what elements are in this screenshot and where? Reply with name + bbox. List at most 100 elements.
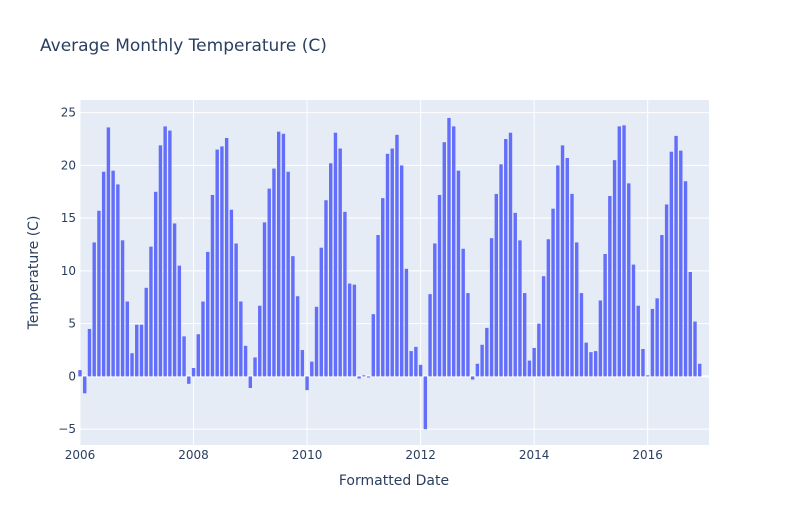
bar bbox=[258, 305, 262, 377]
bar bbox=[248, 376, 253, 389]
bar bbox=[130, 353, 134, 377]
bar bbox=[537, 323, 541, 377]
bar bbox=[338, 148, 342, 377]
bar bbox=[660, 235, 664, 377]
bar bbox=[168, 130, 172, 377]
bar bbox=[357, 376, 361, 379]
bar bbox=[674, 135, 678, 377]
bar bbox=[272, 168, 276, 377]
x-tick-label: 2012 bbox=[405, 448, 436, 462]
bar bbox=[470, 376, 475, 380]
bar bbox=[135, 324, 139, 377]
bar bbox=[206, 251, 210, 377]
bar bbox=[442, 142, 446, 377]
bar bbox=[522, 293, 527, 377]
bar bbox=[111, 170, 115, 377]
bar bbox=[210, 194, 215, 377]
bar-series bbox=[78, 117, 702, 430]
bar bbox=[395, 134, 399, 377]
bar bbox=[329, 163, 333, 377]
bar bbox=[253, 357, 257, 377]
bar bbox=[243, 345, 248, 377]
bar bbox=[149, 246, 153, 377]
bar bbox=[125, 301, 130, 377]
x-tick-label: 2008 bbox=[178, 448, 209, 462]
bar bbox=[333, 132, 338, 377]
bar bbox=[399, 165, 404, 377]
bar bbox=[347, 283, 352, 377]
chart-title: Average Monthly Temperature (C) bbox=[40, 36, 327, 56]
bar bbox=[608, 196, 612, 377]
bar bbox=[669, 151, 674, 377]
x-tick-label: 2014 bbox=[519, 448, 550, 462]
bar bbox=[295, 296, 300, 377]
bar bbox=[655, 298, 659, 377]
bar bbox=[120, 240, 125, 377]
bar bbox=[139, 324, 144, 377]
bar bbox=[461, 248, 465, 377]
bar bbox=[390, 148, 394, 377]
bar bbox=[617, 126, 622, 377]
bar bbox=[153, 191, 158, 377]
bar bbox=[144, 287, 148, 377]
bar bbox=[106, 127, 111, 377]
y-tick-label: 15 bbox=[61, 211, 76, 225]
bar bbox=[366, 376, 371, 378]
bar bbox=[286, 171, 290, 377]
x-axis-title: Formatted Date bbox=[339, 473, 449, 489]
bar bbox=[546, 239, 551, 377]
bar bbox=[489, 238, 494, 377]
y-tick-label: −5 bbox=[58, 422, 76, 436]
bar bbox=[83, 376, 87, 394]
bar bbox=[224, 137, 229, 377]
bar bbox=[291, 256, 295, 377]
bar bbox=[466, 293, 470, 377]
bar bbox=[631, 264, 636, 377]
bar bbox=[158, 145, 163, 377]
bar bbox=[456, 170, 461, 377]
bar bbox=[584, 342, 588, 377]
bar bbox=[182, 336, 186, 377]
bar bbox=[343, 211, 347, 377]
bar bbox=[452, 126, 456, 377]
bar bbox=[423, 376, 428, 430]
bar bbox=[494, 193, 499, 377]
bar bbox=[532, 347, 536, 377]
bar bbox=[570, 193, 574, 377]
x-tick-label: 2006 bbox=[65, 448, 96, 462]
bar bbox=[504, 139, 508, 377]
bar bbox=[234, 243, 238, 377]
y-tick-label: 20 bbox=[61, 158, 76, 172]
bar bbox=[305, 376, 309, 391]
bar bbox=[598, 300, 603, 377]
bar bbox=[603, 254, 607, 377]
bar bbox=[556, 165, 560, 377]
bar bbox=[575, 242, 579, 377]
y-axis-ticks: −5 0 5 10 15 20 25 bbox=[58, 106, 76, 437]
bar bbox=[414, 346, 418, 377]
y-axis-title: Temperature (C) bbox=[26, 216, 42, 331]
bar bbox=[447, 117, 451, 377]
bar bbox=[480, 344, 484, 377]
bar bbox=[612, 160, 617, 377]
bar bbox=[650, 308, 655, 377]
bar bbox=[310, 361, 314, 377]
bar bbox=[381, 198, 385, 377]
bar bbox=[281, 133, 286, 377]
bar bbox=[87, 328, 92, 377]
bar bbox=[664, 204, 669, 377]
bar bbox=[641, 348, 645, 377]
x-tick-label: 2016 bbox=[632, 448, 663, 462]
bar bbox=[319, 247, 323, 377]
bar bbox=[191, 367, 196, 377]
bar bbox=[97, 210, 101, 377]
bar bbox=[560, 145, 565, 377]
bar bbox=[101, 171, 106, 377]
bar bbox=[622, 125, 626, 377]
bar bbox=[627, 183, 631, 377]
bar bbox=[276, 131, 281, 377]
bar bbox=[362, 375, 366, 377]
bar bbox=[428, 294, 432, 377]
